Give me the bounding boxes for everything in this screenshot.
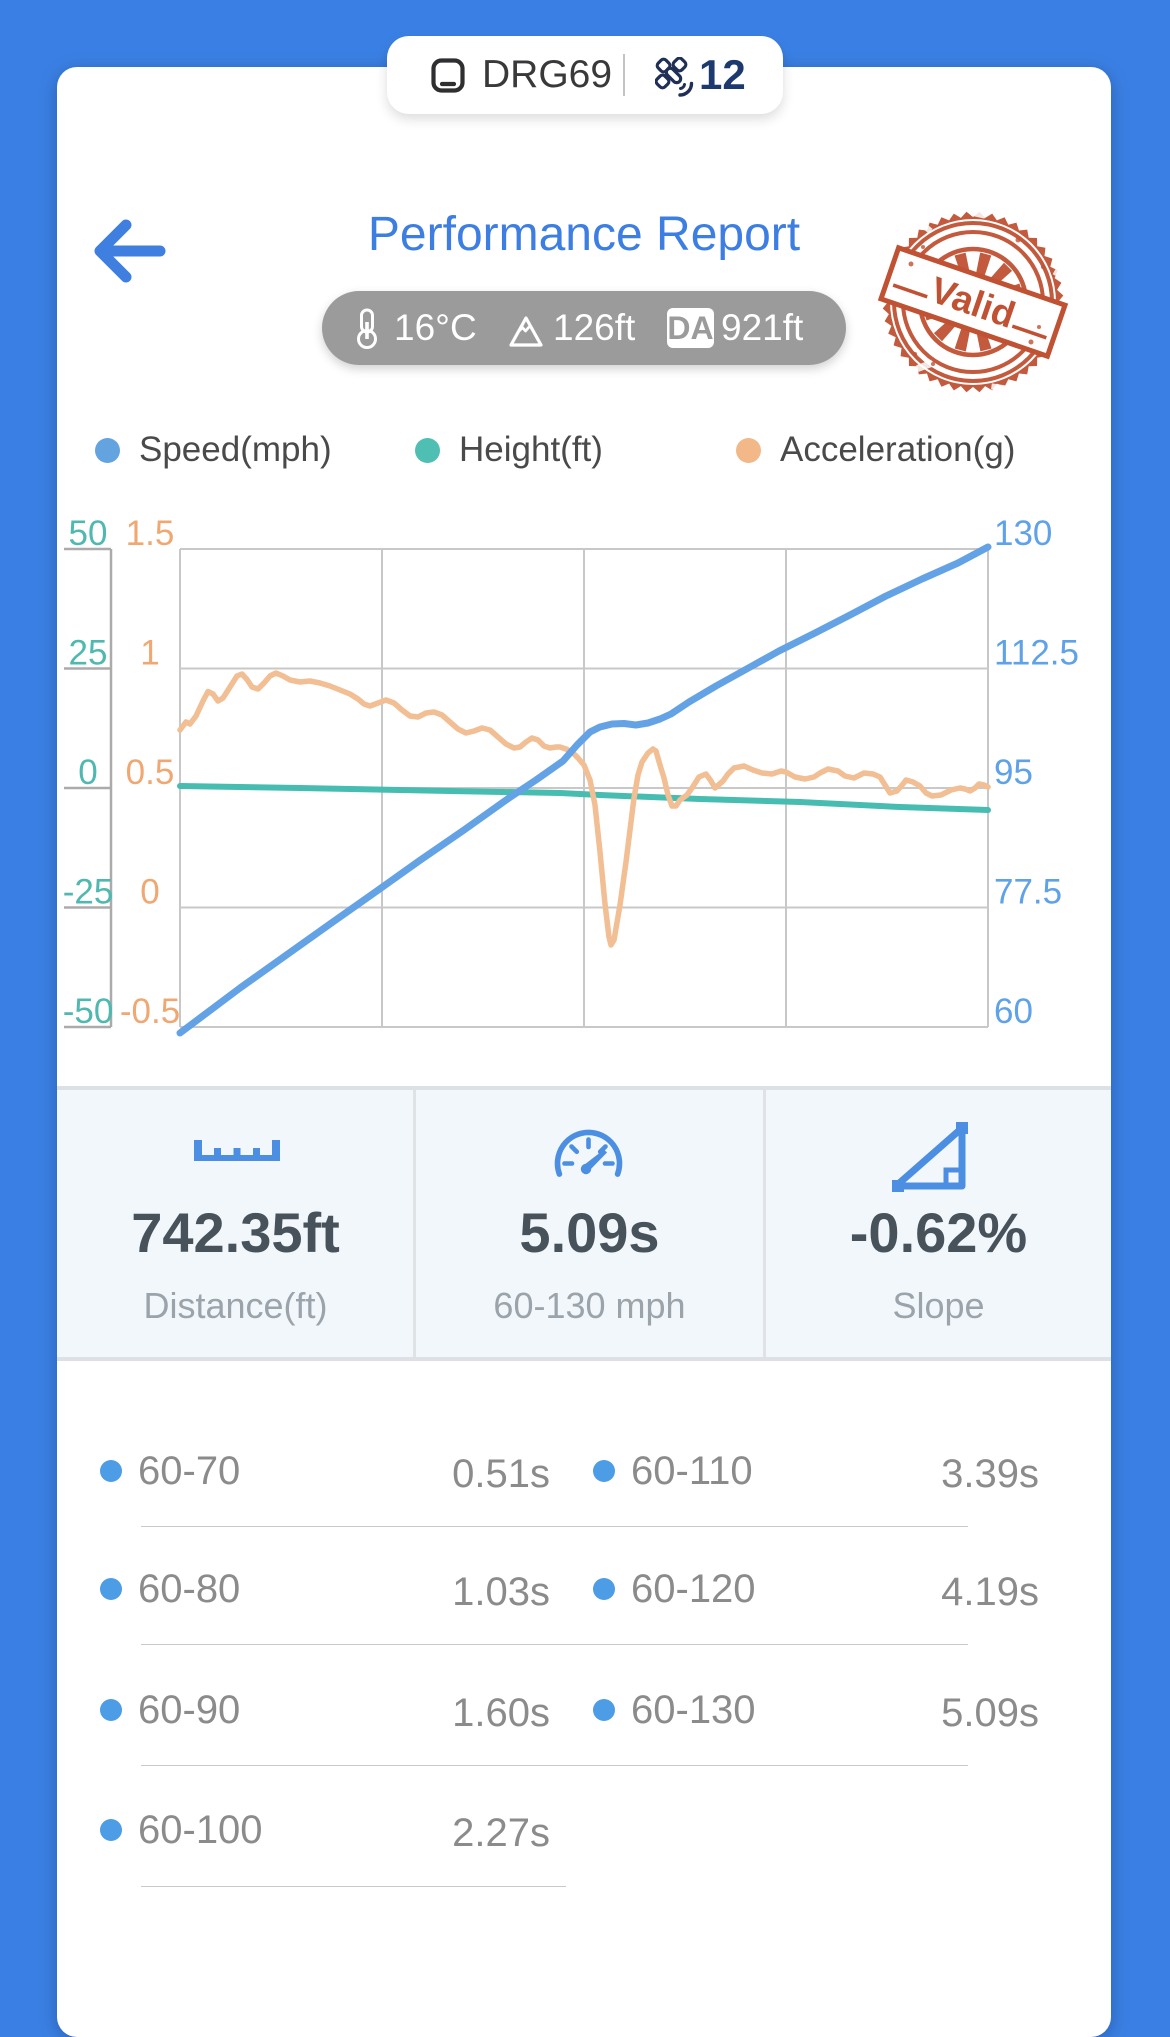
- svg-text:1.5: 1.5: [126, 514, 175, 553]
- svg-text:0: 0: [78, 753, 97, 792]
- svg-text:25: 25: [69, 634, 108, 673]
- svg-text:-0.5: -0.5: [120, 992, 180, 1031]
- svg-text:60: 60: [994, 992, 1033, 1031]
- svg-text:77.5: 77.5: [994, 873, 1062, 912]
- svg-text:50: 50: [69, 514, 108, 553]
- svg-text:1: 1: [140, 634, 159, 673]
- svg-text:0: 0: [140, 873, 159, 912]
- svg-text:-50: -50: [63, 992, 114, 1031]
- svg-text:112.5: 112.5: [994, 634, 1079, 673]
- svg-text:0.5: 0.5: [126, 753, 175, 792]
- svg-text:130: 130: [994, 514, 1052, 553]
- svg-text:95: 95: [994, 753, 1033, 792]
- svg-text:-25: -25: [63, 873, 114, 912]
